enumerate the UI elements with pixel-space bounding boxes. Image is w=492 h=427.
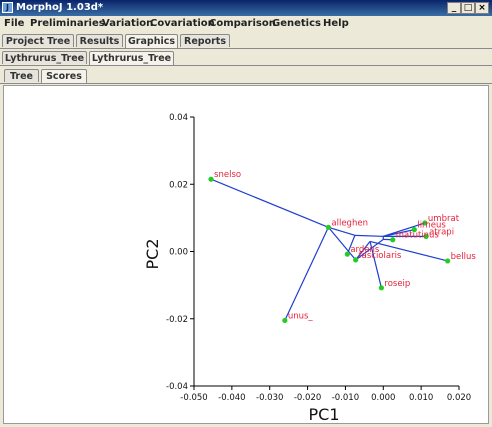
tab-results[interactable]: Results	[76, 34, 123, 47]
tab-lythrurus-tree-2[interactable]: Lythrurus_Tree	[89, 51, 174, 65]
menu-variation[interactable]: Variation	[102, 18, 154, 29]
minimize-button[interactable]: _	[447, 2, 461, 14]
point-label: matutinus	[396, 231, 440, 241]
pc-scatter-plot[interactable]: -0.050 -0.040 -0.030 -0.020 -0.010 0.000 0.010…	[4, 86, 488, 424]
y-tick-label: 0.02	[169, 180, 188, 190]
tab-tree[interactable]: Tree	[4, 69, 39, 82]
maximize-button[interactable]: □	[461, 2, 475, 14]
y-tick-label: 0.00	[169, 248, 188, 258]
y-axis-label: PC2	[143, 239, 162, 270]
tree-branch	[284, 227, 329, 321]
menu-help[interactable]: Help	[323, 18, 349, 29]
x-tick-label: -0.020	[294, 393, 321, 403]
data-point[interactable]	[208, 176, 214, 182]
menu-preliminaries[interactable]: Preliminaries	[30, 18, 105, 29]
tree-branch	[328, 226, 356, 236]
data-point[interactable]	[390, 237, 396, 243]
point-label: atrapi	[429, 227, 454, 237]
data-point[interactable]	[445, 258, 451, 264]
tree-branch	[383, 229, 415, 237]
data-point[interactable]	[378, 285, 384, 291]
point-label: umbrat	[428, 214, 460, 224]
tree-branch	[369, 241, 382, 288]
x-tick-label: -0.010	[332, 393, 359, 403]
menu-genetics[interactable]: Genetics	[272, 18, 321, 29]
main-tab-bar: Project Tree Results Graphics Reports	[0, 33, 492, 49]
point-label: fasciolaris	[359, 251, 402, 261]
title-bar: J MorphoJ 1.03d* _ □ ×	[0, 0, 492, 16]
y-tick-label: -0.02	[166, 315, 188, 325]
menu-file[interactable]: File	[4, 18, 25, 29]
tree-branch	[327, 226, 357, 261]
x-tick-label: 0.020	[447, 393, 471, 403]
point-label: snelso	[214, 170, 241, 180]
data-point[interactable]	[411, 227, 417, 233]
menu-comparison[interactable]: Comparison	[209, 18, 276, 29]
window-title: MorphoJ 1.03d*	[16, 2, 104, 13]
point-label: unus_	[288, 311, 314, 321]
tree-branch	[369, 240, 448, 262]
y-tick-label: -0.04	[166, 382, 188, 392]
point-label: lirneus	[417, 221, 446, 231]
data-point[interactable]	[423, 233, 429, 239]
x-tick-label: -0.050	[180, 393, 207, 403]
point-label: roseip	[384, 279, 410, 289]
tree-branch	[354, 234, 384, 237]
point-label: bellus	[451, 252, 477, 262]
x-tick-label: -0.040	[218, 393, 245, 403]
data-point[interactable]	[282, 317, 288, 324]
tree-branch	[383, 222, 426, 237]
data-point[interactable]	[353, 257, 359, 263]
tab-project-tree[interactable]: Project Tree	[2, 34, 74, 47]
x-tick-label: -0.030	[256, 393, 283, 403]
data-point[interactable]	[344, 251, 350, 257]
close-button[interactable]: ×	[475, 2, 489, 14]
x-tick-label: 0.000	[371, 393, 395, 403]
graphics-panel: -0.050 -0.040 -0.030 -0.020 -0.010 0.000 0.010…	[3, 85, 489, 424]
data-point[interactable]	[325, 224, 331, 230]
tab-graphics[interactable]: Graphics	[125, 34, 178, 48]
graphic-tab-bar: Lythrurus_Tree Lythrurus_Tree	[0, 50, 492, 66]
x-tick-label: 0.010	[409, 393, 433, 403]
menu-covariation[interactable]: Covariation	[150, 18, 215, 29]
y-tick-label: 0.04	[169, 113, 188, 123]
menu-bar: File Preliminaries Variation Covariation…	[0, 16, 492, 32]
tree-branch	[355, 238, 384, 261]
tab-reports[interactable]: Reports	[180, 34, 230, 47]
data-point[interactable]	[422, 220, 428, 226]
tree-branch	[210, 178, 329, 228]
view-tab-bar: Tree Scores	[0, 68, 492, 84]
app-icon: J	[2, 2, 13, 13]
tab-scores[interactable]: Scores	[41, 69, 87, 83]
tab-lythrurus-tree-1[interactable]: Lythrurus_Tree	[2, 51, 87, 64]
point-label: alleghen	[331, 218, 368, 228]
point-label: ardens	[350, 245, 380, 255]
tree-branch	[355, 241, 371, 261]
x-axis-label: PC1	[309, 405, 340, 423]
